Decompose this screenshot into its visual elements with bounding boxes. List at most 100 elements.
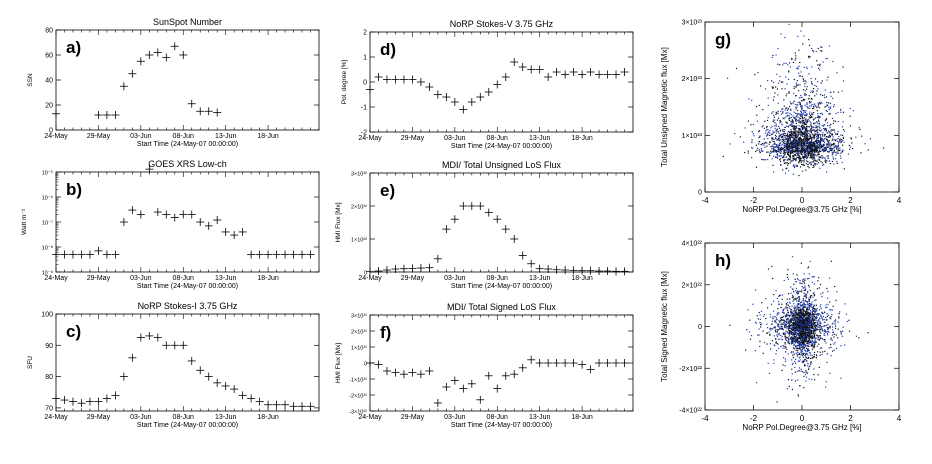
data-point-a <box>162 53 171 62</box>
data-point-h <box>802 333 804 335</box>
data-point-h <box>807 317 809 319</box>
data-point-h <box>819 322 821 325</box>
data-point-h <box>798 353 801 355</box>
data-point-g <box>782 129 784 131</box>
data-point-g <box>828 144 830 147</box>
data-point-g <box>840 141 842 144</box>
data-point-h <box>791 294 794 297</box>
data-point-h <box>806 324 808 326</box>
data-point-h <box>804 340 806 342</box>
data-point-h <box>793 314 795 316</box>
data-point-h <box>788 338 790 341</box>
data-point-h <box>794 336 796 339</box>
data-point-g <box>792 142 794 144</box>
data-point-g <box>806 153 808 155</box>
data-point-g <box>815 145 818 147</box>
data-point-h <box>792 310 794 312</box>
data-point-h <box>798 329 800 331</box>
data-point-g <box>839 149 841 151</box>
data-point-h <box>803 289 805 292</box>
data-point-g <box>818 69 821 71</box>
data-point-g <box>795 151 797 153</box>
data-point-g <box>782 156 785 158</box>
data-point-h <box>784 323 786 325</box>
data-point-h <box>781 319 784 321</box>
data-point-h <box>824 386 827 388</box>
data-point-h <box>784 347 786 349</box>
data-point-g <box>803 66 805 69</box>
data-point-g <box>758 143 760 145</box>
data-point-g <box>824 159 827 161</box>
data-point-h <box>835 334 837 336</box>
data-point-g <box>803 149 805 151</box>
data-point-h <box>822 330 824 332</box>
data-point-h <box>824 312 826 314</box>
data-point-h <box>813 347 815 349</box>
data-point-h <box>794 362 797 364</box>
data-point-h <box>774 327 776 329</box>
data-point-g <box>811 156 813 158</box>
data-point-g <box>803 151 805 153</box>
data-point-h <box>782 364 784 366</box>
data-point-g <box>744 127 746 129</box>
data-point-g <box>782 152 784 154</box>
data-point-f <box>450 376 459 385</box>
data-point-g <box>811 138 813 140</box>
data-point-g <box>771 112 773 114</box>
data-point-g <box>775 123 777 125</box>
data-point-g <box>838 142 840 144</box>
data-point-g <box>816 139 818 141</box>
data-point-g <box>794 127 796 130</box>
data-point-g <box>834 139 837 142</box>
data-point-h <box>787 353 789 355</box>
data-point-g <box>807 138 809 140</box>
data-point-g <box>797 130 799 132</box>
data-point-h <box>803 301 805 304</box>
data-point-g <box>786 162 788 164</box>
data-point-g <box>806 133 808 135</box>
data-point-h <box>804 285 806 287</box>
data-point-g <box>788 148 790 150</box>
data-point-h <box>786 320 788 322</box>
data-point-h <box>801 352 803 354</box>
data-point-h <box>791 337 794 339</box>
data-point-h <box>767 268 770 270</box>
data-point-d <box>442 93 451 101</box>
data-point-h <box>816 355 818 357</box>
data-point-g <box>837 130 839 133</box>
data-point-g <box>770 145 773 148</box>
data-point-h <box>794 307 796 310</box>
data-point-h <box>817 336 819 339</box>
data-point-g <box>800 94 802 97</box>
data-point-h <box>788 336 790 338</box>
data-point-g <box>794 139 796 142</box>
data-point-g <box>781 108 783 110</box>
data-point-g <box>826 151 829 153</box>
ytick-label-e: 2×10²² <box>351 205 367 211</box>
data-point-g <box>788 139 790 141</box>
data-point-g <box>831 133 833 136</box>
data-point-d <box>484 88 493 96</box>
data-point-g <box>860 152 862 154</box>
data-point-h <box>772 277 774 280</box>
data-point-g <box>807 147 809 149</box>
data-point-h <box>793 317 795 319</box>
data-point-g <box>804 90 806 92</box>
data-point-g <box>836 140 839 143</box>
data-point-g <box>806 149 808 151</box>
data-point-g <box>822 150 824 152</box>
data-point-g <box>805 128 807 130</box>
data-point-h <box>791 338 793 340</box>
data-point-g <box>842 149 844 151</box>
data-point-h <box>809 354 812 356</box>
data-point-g <box>782 139 785 141</box>
data-point-g <box>763 144 765 146</box>
data-point-g <box>793 137 796 139</box>
data-point-g <box>748 98 750 100</box>
data-point-g <box>767 80 769 82</box>
data-point-h <box>777 343 779 345</box>
data-point-h <box>803 281 805 283</box>
data-point-g <box>811 103 813 106</box>
data-point-g <box>795 158 797 160</box>
data-point-g <box>747 120 749 122</box>
